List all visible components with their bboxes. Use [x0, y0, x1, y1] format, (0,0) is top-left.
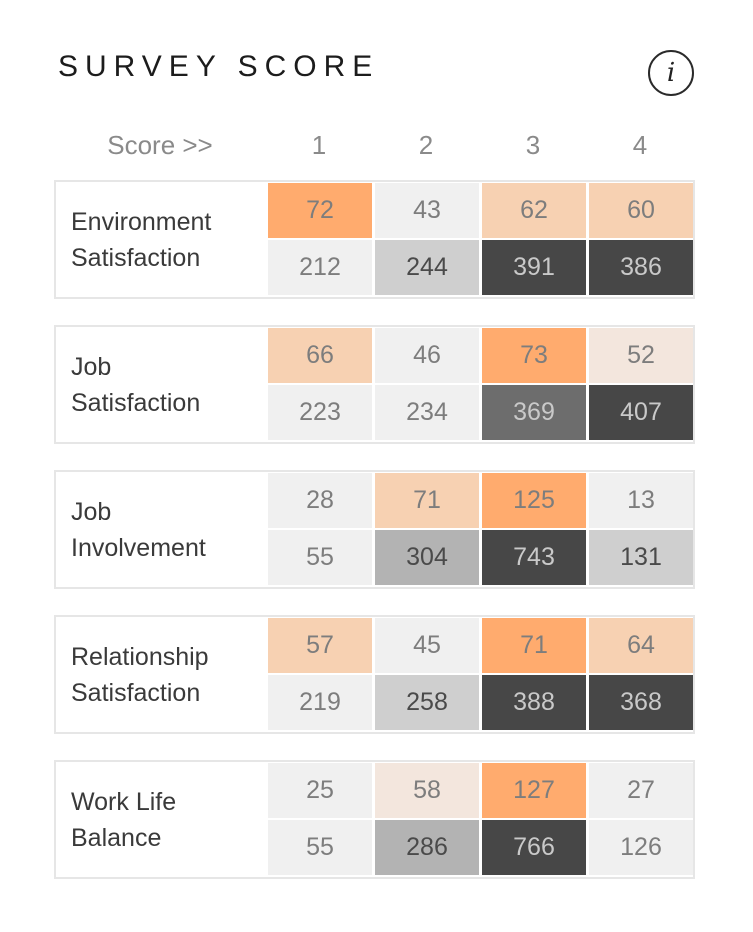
heat-cell-bottom: 55 [268, 530, 372, 585]
heat-cell-bottom: 743 [482, 530, 586, 585]
row-label: Job Involvement [71, 472, 261, 587]
heat-cell-bottom: 212 [268, 240, 372, 295]
row-label-line: Satisfaction [71, 243, 201, 272]
chart-title: SURVEY SCORE [58, 50, 380, 83]
heat-cell-bottom: 369 [482, 385, 586, 440]
heat-cell-top: 58 [375, 763, 479, 818]
heat-cell-top: 28 [268, 473, 372, 528]
row-label: Relationship Satisfaction [71, 617, 261, 732]
x-axis-label: Score >> [107, 130, 213, 160]
heat-cell-top: 27 [589, 763, 693, 818]
heat-cell-bottom: 126 [589, 820, 693, 875]
heat-cell-top: 52 [589, 328, 693, 383]
column-header-4: 4 [632, 130, 648, 160]
row-label-line: Satisfaction [71, 388, 201, 417]
heat-cell-top: 45 [375, 618, 479, 673]
heat-cell-bottom: 304 [375, 530, 479, 585]
heat-cell-top: 66 [268, 328, 372, 383]
row-label: Environment Satisfaction [71, 182, 261, 297]
heatmap-group: Work Life Balance 25 58 127 27 55 286 766 126 [54, 760, 695, 879]
heat-cell-bottom: 407 [589, 385, 693, 440]
heat-cell-top: 71 [482, 618, 586, 673]
column-header-2: 2 [418, 130, 434, 160]
heat-cell-bottom: 386 [589, 240, 693, 295]
heat-cell-bottom: 234 [375, 385, 479, 440]
row-label: Job Satisfaction [71, 327, 261, 442]
heat-cell-bottom: 55 [268, 820, 372, 875]
row-label-line: Job [71, 352, 112, 381]
heat-cell-bottom: 219 [268, 675, 372, 730]
heatmap-group: Environment Satisfaction 72 43 62 60 212 244 391… [54, 180, 695, 299]
heat-cell-bottom: 286 [375, 820, 479, 875]
info-icon[interactable]: i [648, 50, 694, 96]
heat-cell-top: 125 [482, 473, 586, 528]
column-header-1: 1 [311, 130, 327, 160]
heat-cell-bottom: 258 [375, 675, 479, 730]
row-label-line: Work Life [71, 787, 177, 816]
heat-cell-top: 25 [268, 763, 372, 818]
heat-cell-bottom: 766 [482, 820, 586, 875]
heat-cell-bottom: 388 [482, 675, 586, 730]
column-header-3: 3 [525, 130, 541, 160]
row-label-line: Satisfaction [71, 678, 201, 707]
heat-cell-top: 73 [482, 328, 586, 383]
heat-cell-bottom: 131 [589, 530, 693, 585]
heat-cell-top: 71 [375, 473, 479, 528]
row-label: Work Life Balance [71, 762, 261, 877]
heat-cell-bottom: 223 [268, 385, 372, 440]
heat-cell-top: 62 [482, 183, 586, 238]
heat-cell-top: 57 [268, 618, 372, 673]
heat-cell-top: 60 [589, 183, 693, 238]
heatmap-group: Job Involvement 28 71 125 13 55 304 743 131 [54, 470, 695, 589]
heat-cell-bottom: 391 [482, 240, 586, 295]
row-label-line: Environment [71, 207, 212, 236]
heatmap-group: Relationship Satisfaction 57 45 71 64 219 258 38… [54, 615, 695, 734]
heat-cell-top: 46 [375, 328, 479, 383]
row-label-line: Job [71, 497, 112, 526]
row-label-line: Involvement [71, 533, 206, 562]
row-label-line: Balance [71, 823, 162, 852]
heatmap-group: Job Satisfaction 66 46 73 52 223 234 369 407 [54, 325, 695, 444]
row-label-line: Relationship [71, 642, 209, 671]
heat-cell-top: 72 [268, 183, 372, 238]
heat-cell-top: 43 [375, 183, 479, 238]
heat-cell-top: 127 [482, 763, 586, 818]
heat-cell-top: 13 [589, 473, 693, 528]
heat-cell-top: 64 [589, 618, 693, 673]
heat-cell-bottom: 368 [589, 675, 693, 730]
heat-cell-bottom: 244 [375, 240, 479, 295]
